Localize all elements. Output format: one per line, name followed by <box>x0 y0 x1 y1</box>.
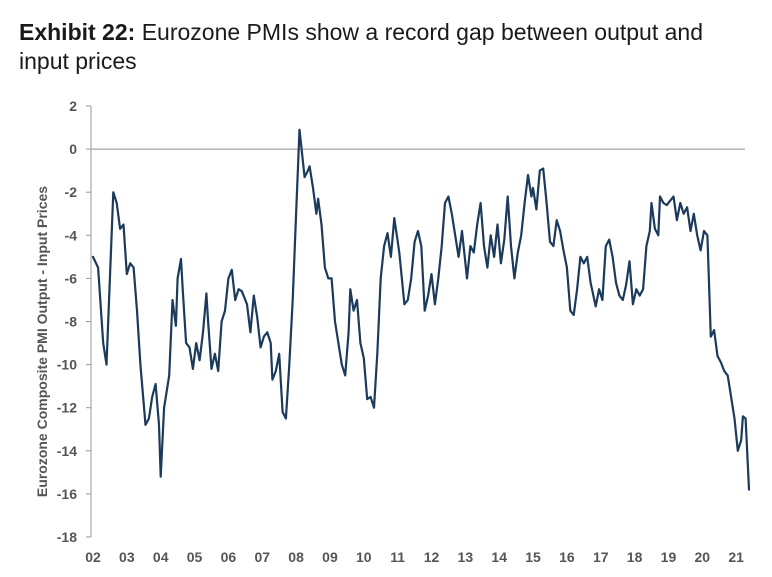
x-tick-label: 07 <box>254 549 270 565</box>
x-tick-label: 10 <box>356 549 372 565</box>
y-tick-label: -14 <box>57 443 77 459</box>
x-tick-label: 17 <box>593 549 609 565</box>
y-tick-label: -2 <box>65 184 78 200</box>
y-tick-label: 0 <box>69 141 77 157</box>
title-text: Eurozone PMIs show a record gap between … <box>19 19 704 74</box>
x-tick-label: 13 <box>458 549 474 565</box>
x-tick-label: 16 <box>559 549 575 565</box>
x-tick-label: 02 <box>85 549 101 565</box>
y-tick-label: -4 <box>65 227 78 243</box>
x-tick-label: 05 <box>187 549 203 565</box>
y-tick-label: 2 <box>69 98 77 114</box>
x-tick-label: 14 <box>491 549 507 565</box>
y-tick-label: -18 <box>57 529 77 545</box>
exhibit-label: Exhibit 22: <box>19 19 136 45</box>
x-tick-label: 12 <box>424 549 440 565</box>
x-tick-label: 06 <box>221 549 237 565</box>
x-tick-label: 11 <box>390 549 405 565</box>
x-tick-label: 08 <box>288 549 304 565</box>
x-tick-label: 18 <box>627 549 643 565</box>
y-tick-label: -12 <box>57 400 77 416</box>
x-tick-label: 21 <box>728 549 744 565</box>
x-tick-label: 19 <box>661 549 677 565</box>
series-line <box>91 128 751 491</box>
y-tick-label: -8 <box>65 314 78 330</box>
y-axis-title: Eurozone Composite PMI Output - Input Pr… <box>34 186 50 497</box>
x-tick-label: 15 <box>525 549 541 565</box>
chart-title: Exhibit 22: Eurozone PMIs show a record … <box>19 18 759 76</box>
y-tick-label: -6 <box>65 270 78 286</box>
y-tick-label: -10 <box>57 357 77 373</box>
y-tick-label: -16 <box>57 486 77 502</box>
x-tick-label: 09 <box>322 549 338 565</box>
x-tick-label: 03 <box>119 549 135 565</box>
x-tick-label: 20 <box>695 549 711 565</box>
x-tick-label: 04 <box>153 549 169 565</box>
